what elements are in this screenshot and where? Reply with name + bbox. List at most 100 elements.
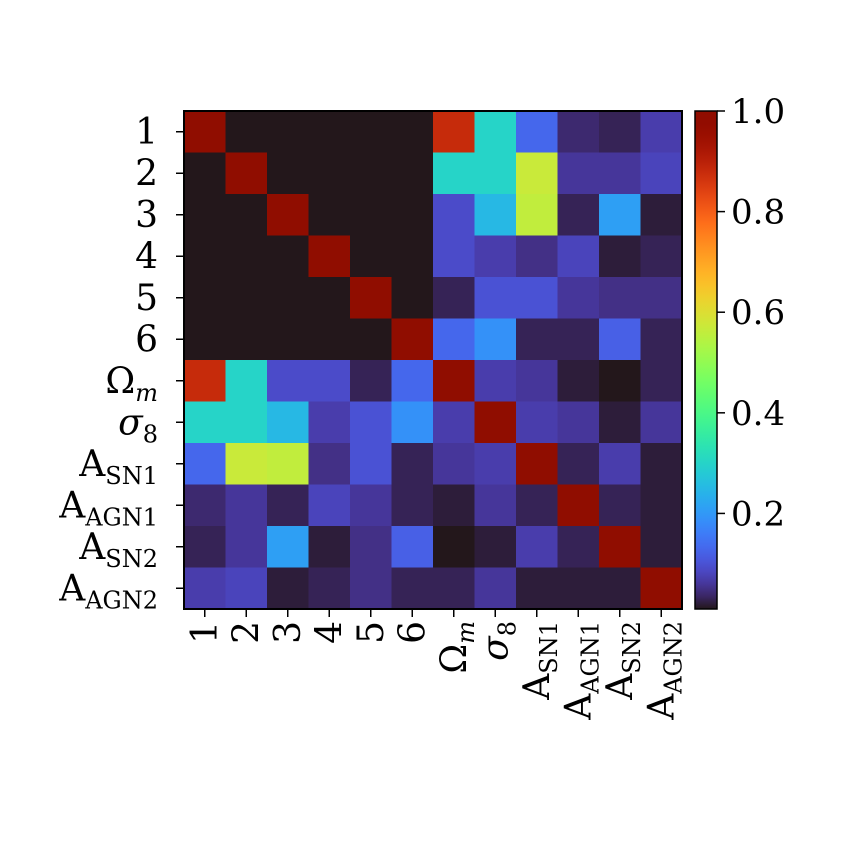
heatmap-cell <box>474 235 517 278</box>
y-tick-label: Ωm <box>105 361 158 407</box>
heatmap-cell <box>184 235 227 278</box>
heatmap-cell <box>557 401 600 444</box>
x-tick-label: 4 <box>309 621 350 644</box>
heatmap-cell <box>599 318 642 361</box>
heatmap-cell <box>557 567 600 610</box>
x-tick-label: ASN2 <box>600 621 646 701</box>
heatmap-cell <box>225 443 268 486</box>
heatmap-cell <box>184 401 227 444</box>
y-tick-label: AAGN1 <box>58 485 158 531</box>
heatmap-cell <box>267 277 310 320</box>
colorbar-tick-label: 0.4 <box>731 394 785 434</box>
heatmap-cell <box>516 484 559 527</box>
heatmap-cell <box>184 152 227 195</box>
x-tick-label: 5 <box>351 621 392 644</box>
heatmap-cell <box>184 277 227 320</box>
heatmap-cell <box>599 484 642 527</box>
heatmap-cell <box>184 194 227 237</box>
y-tick-label: 2 <box>135 153 158 194</box>
heatmap-cell <box>640 111 683 154</box>
heatmap-cell <box>184 443 227 486</box>
heatmap-cell <box>184 484 227 527</box>
heatmap-cell <box>308 567 351 610</box>
heatmap-cell <box>640 526 683 569</box>
heatmap-cell <box>474 194 517 237</box>
y-tick-label: 3 <box>135 195 158 236</box>
heatmap-cell <box>225 277 268 320</box>
heatmap-cell <box>433 484 476 527</box>
heatmap-frame <box>183 110 683 610</box>
heatmap-cell <box>225 401 268 444</box>
heatmap-cell <box>433 152 476 195</box>
heatmap-cell <box>225 152 268 195</box>
heatmap-cell <box>557 484 600 527</box>
heatmap-cell <box>308 318 351 361</box>
heatmap-cell <box>557 318 600 361</box>
heatmap-cell <box>599 152 642 195</box>
heatmap-cell <box>350 277 393 320</box>
heatmap-cell <box>557 526 600 569</box>
heatmap-cell <box>474 401 517 444</box>
heatmap-cell <box>474 111 517 154</box>
heatmap-cell <box>516 111 559 154</box>
heatmap-cell <box>350 567 393 610</box>
heatmap-cell <box>474 526 517 569</box>
y-tick-label: 4 <box>135 236 158 277</box>
heatmap-cell <box>225 567 268 610</box>
heatmap-cell <box>267 152 310 195</box>
heatmap-cell <box>184 526 227 569</box>
heatmap-cell <box>599 277 642 320</box>
heatmap-cell <box>557 277 600 320</box>
heatmap-cell <box>474 318 517 361</box>
heatmap-cell <box>267 443 310 486</box>
heatmap-cell <box>391 567 434 610</box>
heatmap-cell <box>225 111 268 154</box>
heatmap-cell <box>640 194 683 237</box>
heatmap-cell <box>433 360 476 403</box>
heatmap-cell <box>350 360 393 403</box>
y-tick-label: 6 <box>135 319 158 360</box>
heatmap-cell <box>267 111 310 154</box>
heatmap-cell <box>391 318 434 361</box>
heatmap-cell <box>308 526 351 569</box>
colorbar-gradient <box>695 111 717 609</box>
heatmap-cell <box>267 194 310 237</box>
heatmap-cell <box>433 277 476 320</box>
heatmap-cell <box>308 401 351 444</box>
x-tick-label: AAGN2 <box>641 621 687 721</box>
heatmap-cell <box>391 484 434 527</box>
heatmap-cell <box>350 194 393 237</box>
heatmap-cell <box>640 318 683 361</box>
heatmap-cell <box>599 443 642 486</box>
heatmap-cell <box>350 111 393 154</box>
heatmap-cell <box>474 567 517 610</box>
heatmap-cell <box>391 443 434 486</box>
heatmap-cell <box>225 526 268 569</box>
heatmap-cell <box>516 443 559 486</box>
heatmap-cell <box>184 318 227 361</box>
heatmap-cell <box>474 152 517 195</box>
x-tick-label: ASN1 <box>517 621 563 701</box>
heatmap-cell <box>308 111 351 154</box>
x-tick-label: 3 <box>268 621 309 644</box>
heatmap-cell <box>350 526 393 569</box>
y-tick-label: ASN1 <box>78 444 158 490</box>
heatmap-cell <box>184 111 227 154</box>
heatmap-cell <box>308 443 351 486</box>
heatmap-cell <box>640 401 683 444</box>
heatmap-cell <box>350 235 393 278</box>
heatmap-cell <box>350 401 393 444</box>
heatmap-cell <box>640 484 683 527</box>
x-tick-label: AAGN1 <box>558 621 604 721</box>
heatmap-cell <box>516 235 559 278</box>
heatmap-cell <box>391 235 434 278</box>
heatmap-cell <box>599 111 642 154</box>
heatmap-cell <box>391 111 434 154</box>
heatmap-cell <box>474 277 517 320</box>
colorbar-tick-label: 1.0 <box>731 92 785 132</box>
heatmap-cell <box>640 567 683 610</box>
colorbar: 0.2 0.4 0.6 0.8 1.0 <box>694 92 785 610</box>
heatmap-cell <box>225 194 268 237</box>
heatmap-cell <box>433 235 476 278</box>
